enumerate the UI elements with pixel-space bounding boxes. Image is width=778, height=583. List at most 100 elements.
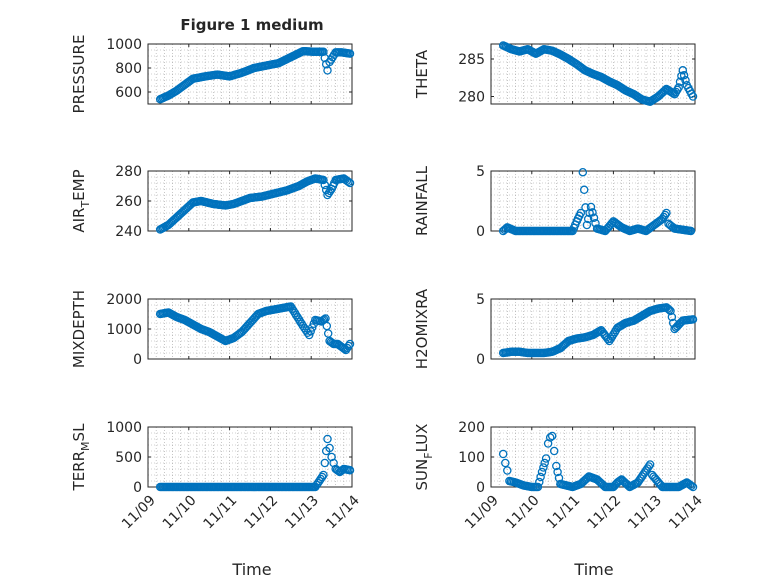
y-tick-label: 800 [115, 61, 142, 77]
subplot-grid: 600 800 1000 PRESSURE 280 285 THETA 240 260 280 AI… [70, 35, 706, 533]
data-point [576, 208, 586, 218]
y-tick-label: 280 [458, 90, 485, 106]
data-point [320, 458, 330, 468]
data-point [344, 177, 353, 187]
data-point [663, 304, 673, 313]
y-tick-label: 285 [458, 52, 485, 68]
data-point [583, 214, 593, 224]
data-point [662, 208, 671, 218]
x-axis-label-right: Time [573, 560, 613, 579]
data-point [536, 472, 545, 482]
y-axis-label: AIRTEMP [70, 169, 92, 232]
data-point [666, 306, 675, 316]
data-point [537, 467, 547, 477]
x-tick-label: 11/12 [584, 493, 624, 533]
data-point [540, 458, 549, 468]
data-point [306, 327, 315, 336]
x-axis-label-left: Time [231, 560, 271, 579]
data-point [501, 458, 510, 468]
data-point [293, 313, 302, 322]
y-axis-label: TERRMSL [70, 423, 92, 492]
data-point [289, 306, 298, 316]
data-point [344, 341, 353, 351]
data-point [323, 434, 332, 444]
data-point [579, 185, 589, 195]
y-tick-label: 500 [115, 450, 142, 466]
data-point [319, 47, 328, 57]
data-point [586, 202, 596, 212]
data-point [296, 317, 305, 326]
figure-title: Figure 1 medium [180, 16, 323, 34]
data-point [345, 465, 355, 475]
y-tick-label: 0 [476, 352, 485, 368]
data-point [498, 449, 508, 459]
x-tick-label: 11/10 [503, 493, 543, 533]
data-point [688, 92, 698, 101]
x-tick-label: 11/14 [666, 492, 706, 532]
data-point [319, 470, 328, 480]
y-axis-label: MIXDEPTH [70, 290, 88, 368]
data-point [533, 482, 543, 492]
data-point [545, 433, 555, 442]
data-point [323, 66, 332, 75]
x-tick-label: 11/11 [544, 493, 584, 533]
y-tick-label: 5 [476, 164, 485, 180]
axes-box [490, 43, 696, 105]
data-point [539, 463, 548, 472]
y-tick-label: 0 [133, 480, 142, 496]
data-point [317, 472, 327, 482]
y-tick-label: 0 [133, 352, 142, 368]
data-point [325, 443, 334, 453]
data-point [675, 77, 685, 87]
data-point [287, 304, 297, 313]
subplot-mixdepth: 0 1000 2000 MIXDEPTH [70, 290, 355, 368]
x-tick-label: 11/13 [282, 493, 322, 533]
subplot-sun-flux: 0 100 200 11/09 11/10 11/11 11/12 11/13 11/14 SUN… [413, 420, 706, 532]
data-point [589, 213, 599, 223]
data-point [304, 330, 314, 340]
data-point [286, 302, 296, 311]
y-axis-label: PRESSURE [70, 35, 88, 114]
data-point [679, 71, 689, 80]
x-tick-label: 11/09 [119, 493, 159, 533]
axes-box [490, 298, 696, 360]
data-point [605, 336, 614, 346]
data-point [547, 431, 557, 441]
data-point [320, 180, 330, 190]
subplot-h2omixra: 0 5 H2OMIXRA [413, 288, 698, 369]
data-point [345, 339, 355, 349]
subplot-terr-msl: 0 500 1000 11/09 11/10 11/11 11/12 11/13 11/14 TE… [70, 420, 363, 532]
y-tick-label: 600 [115, 85, 142, 101]
data-point [588, 208, 597, 217]
y-tick-label: 0 [476, 480, 485, 496]
data-point [664, 305, 674, 315]
data-point [688, 482, 698, 492]
data-point [553, 467, 562, 477]
data-point [609, 330, 618, 339]
data-point [345, 178, 355, 188]
y-tick-label: 1000 [106, 37, 142, 53]
data-point [541, 454, 551, 463]
data-point [644, 462, 654, 471]
data-point [345, 49, 355, 58]
y-tick-label: 280 [115, 164, 142, 180]
x-tick-label: 11/13 [625, 493, 665, 533]
subplot-pressure: 600 800 1000 PRESSURE [70, 35, 355, 114]
x-tick-label: 11/12 [241, 493, 281, 533]
y-tick-label: 240 [115, 224, 142, 240]
data-point [645, 460, 655, 469]
axes-box [147, 43, 353, 105]
data-point [687, 481, 696, 491]
y-axis-label: THETA [413, 49, 431, 99]
data-point [552, 461, 561, 471]
data-point [581, 203, 590, 212]
y-tick-label: 260 [115, 194, 142, 210]
y-axis-label: SUNFLUX [413, 424, 435, 491]
data-point [291, 310, 301, 320]
y-axis-label: RAINFALL [413, 165, 431, 236]
data-point [670, 89, 679, 99]
data-point [688, 315, 698, 324]
data-point [681, 75, 690, 85]
y-tick-label: 0 [476, 224, 485, 240]
